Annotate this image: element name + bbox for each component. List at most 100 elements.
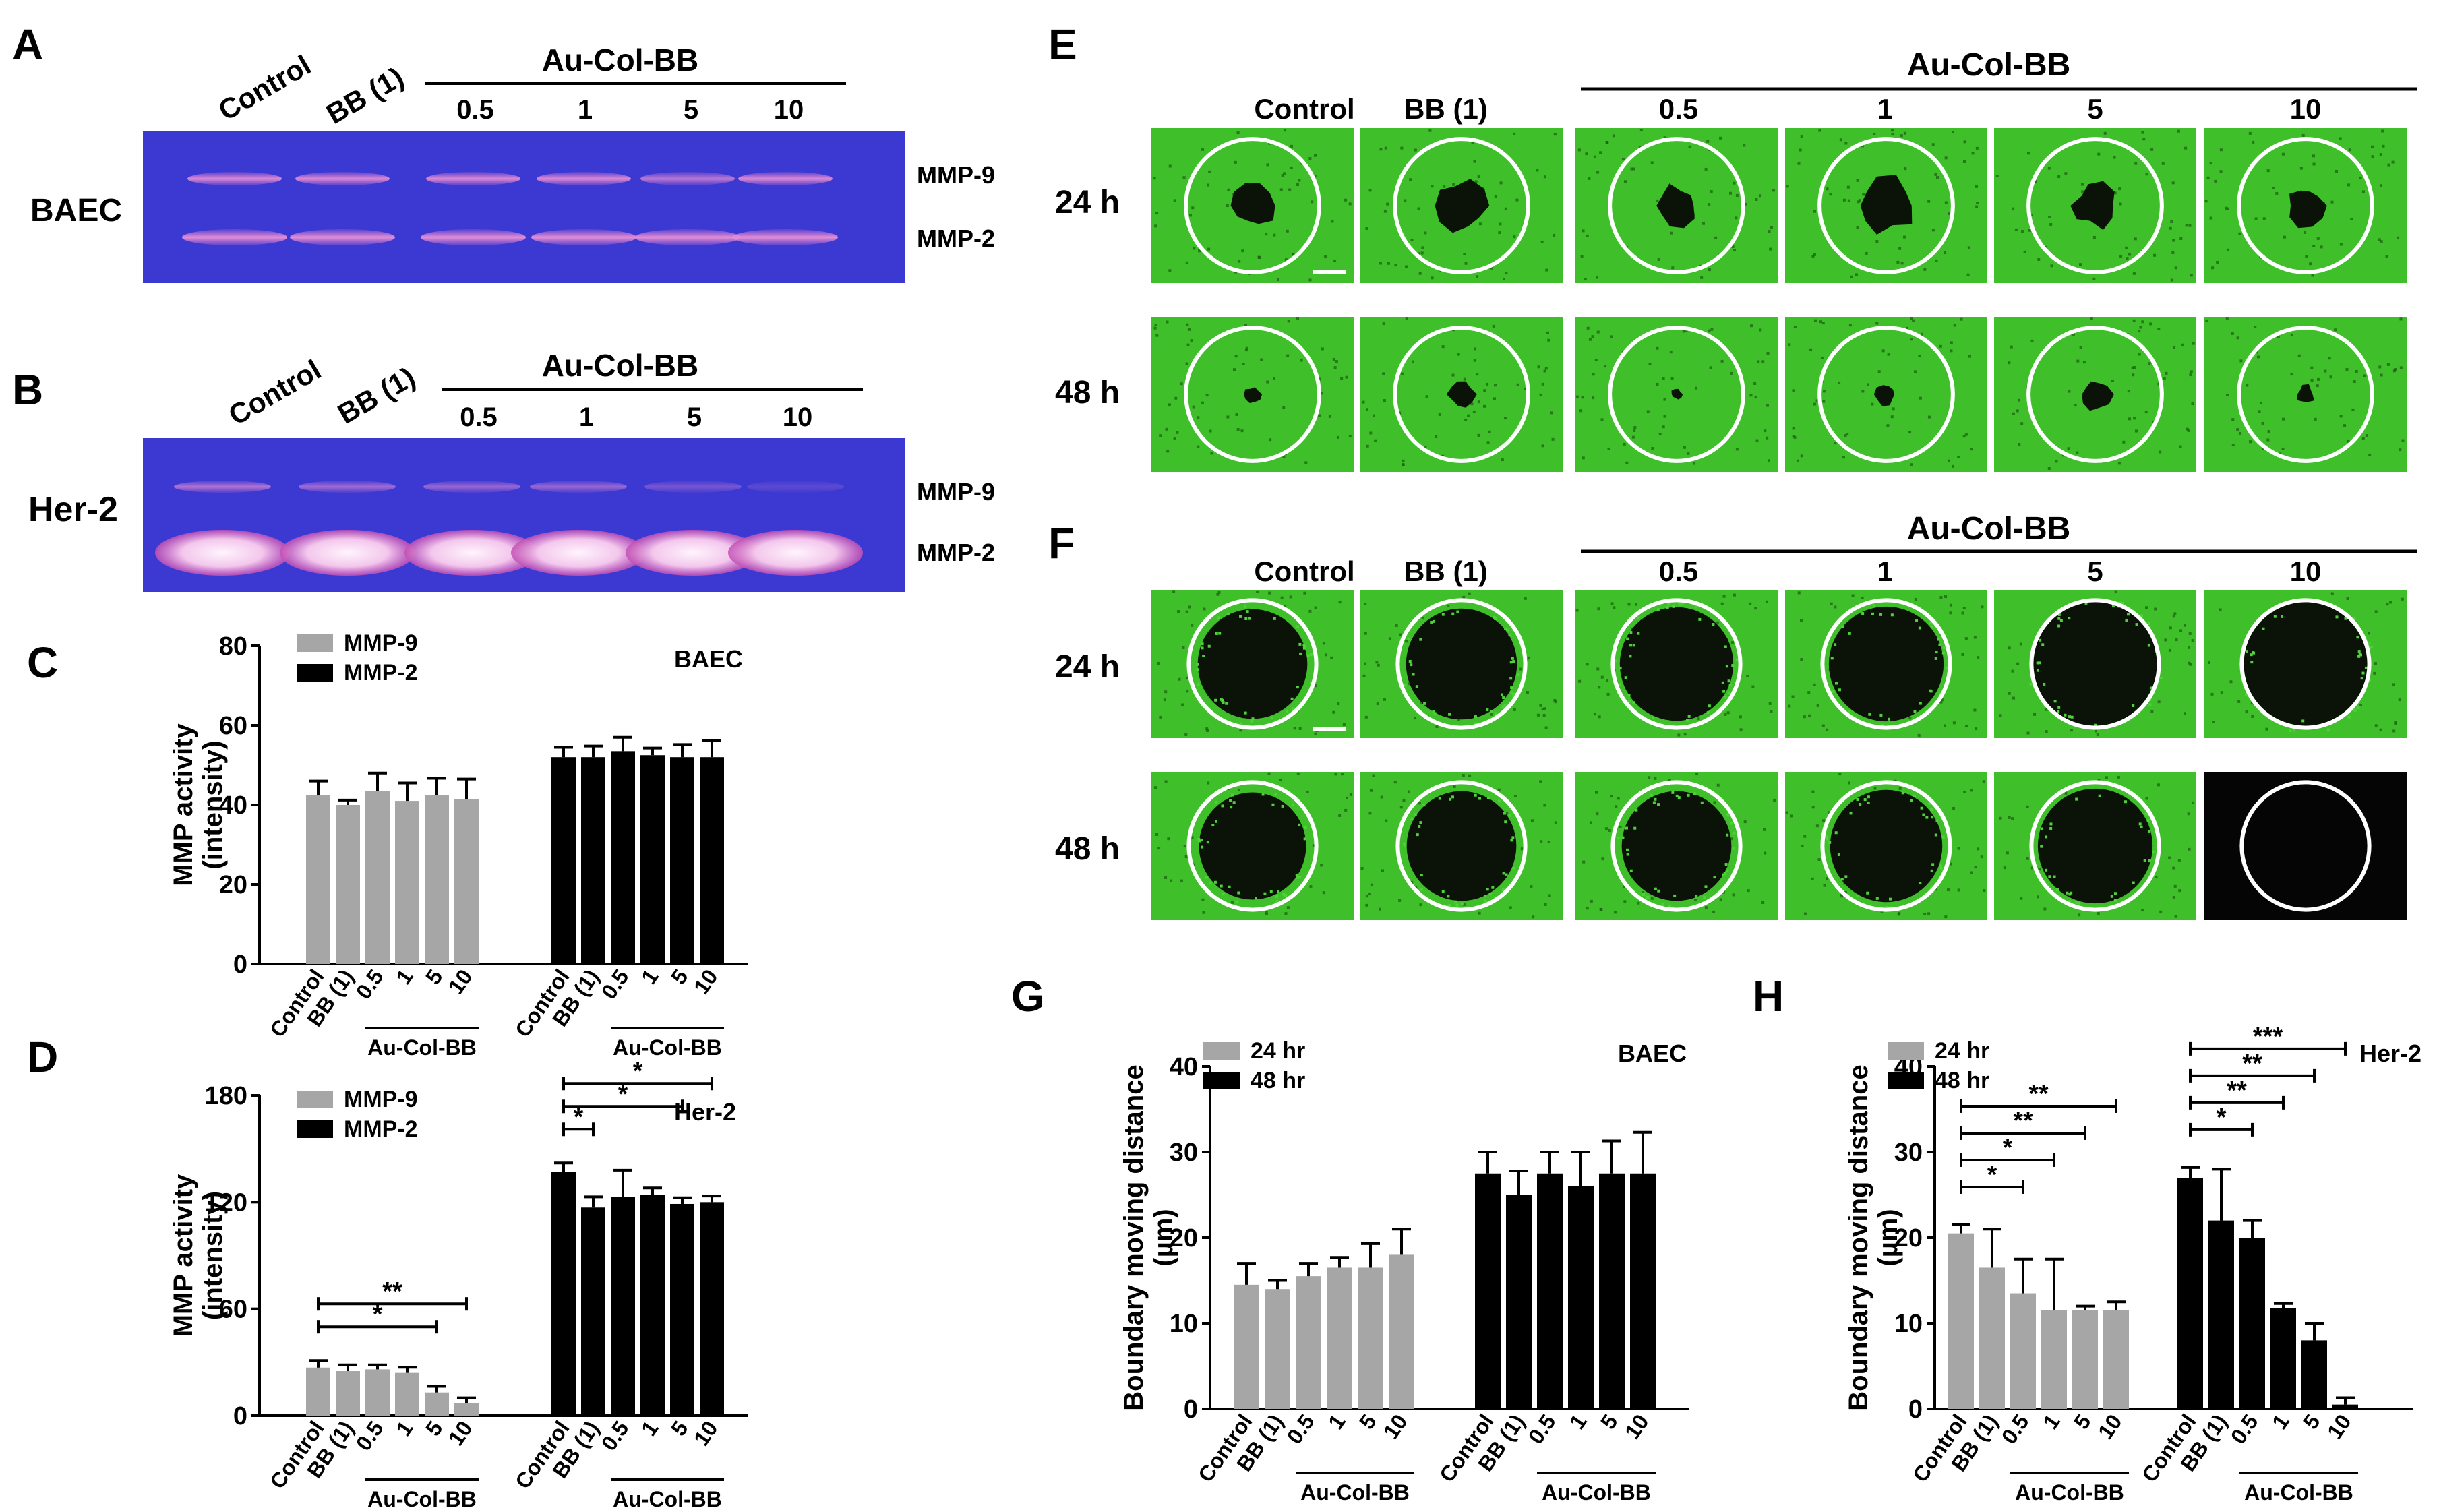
migrated-cell (1929, 622, 1933, 625)
cell-speckle (1308, 609, 1312, 613)
cell-speckle (2392, 729, 2396, 733)
cell-speckle (1182, 646, 1185, 649)
cell-speckle (2078, 263, 2082, 266)
migrated-cell (2144, 812, 2148, 816)
cell-speckle (1746, 674, 1749, 677)
cell-speckle (1181, 703, 1184, 706)
migrated-cell (1269, 890, 1273, 893)
gel-a-lane-labels: Control BB (1) (213, 49, 409, 129)
migrated-cell (1725, 665, 1728, 668)
wound-gap (2032, 601, 2158, 727)
cell-speckle (2038, 868, 2041, 871)
cell-speckle (1944, 251, 1947, 255)
cell-speckle (1586, 907, 1589, 910)
cell-speckle (1873, 133, 1876, 136)
cell-speckle (1286, 906, 1290, 909)
cell-speckle (1290, 144, 1293, 148)
legend-swatch (297, 634, 333, 652)
wound-f-col-10: 10 (2290, 555, 2322, 587)
migrated-cell (1727, 692, 1730, 695)
cell-speckle (1543, 369, 1546, 373)
migrated-cell (1913, 710, 1917, 713)
migrated-cell (2357, 650, 2361, 653)
cell-speckle (1650, 897, 1654, 900)
cell-speckle (1477, 433, 1480, 437)
migrated-cell (1240, 722, 1243, 725)
wound-f-group-label: Au-Col-BB (1907, 511, 2071, 547)
cell-speckle (1387, 262, 1390, 265)
cell-speckle (1632, 167, 1635, 171)
cell-speckle (1283, 172, 1286, 175)
migrated-cell (2281, 615, 2284, 618)
legend-label: 24 hr (1935, 1038, 1989, 1064)
migrated-cell (2149, 686, 2152, 690)
cell-speckle (2175, 638, 2178, 642)
cell-speckle (1811, 806, 1815, 809)
cell-speckle (1963, 140, 1966, 144)
x-tick-label: 10 (689, 965, 723, 998)
cell-speckle (1815, 824, 1819, 828)
migrated-cell (1485, 901, 1488, 904)
cell-speckle (2206, 176, 2210, 179)
migrated-cell (1404, 684, 1407, 687)
cell-speckle (2254, 326, 2257, 329)
cell-speckle (1344, 808, 1348, 812)
migrated-cell (2368, 678, 2371, 682)
cell-speckle (1890, 415, 1894, 419)
migrated-cell (1221, 804, 1224, 808)
cell-speckle (1417, 207, 1420, 210)
migrated-cell (1290, 697, 1294, 700)
migrated-cell (1727, 679, 1730, 683)
cell-speckle (2055, 460, 2058, 463)
cell-speckle (1708, 268, 1711, 272)
cell-speckle (2145, 606, 2148, 609)
significance-label: ** (382, 1277, 402, 1306)
cell-speckle (1952, 131, 1955, 134)
cell-speckle (1240, 429, 1244, 433)
cell-speckle (1813, 319, 1817, 322)
significance-label: * (574, 1103, 584, 1131)
cell-speckle (1425, 395, 1428, 398)
cell-speckle (1284, 605, 1287, 608)
cell-speckle (1648, 362, 1652, 365)
migrated-cell (1296, 625, 1299, 628)
cell-speckle (2188, 224, 2192, 227)
wound-tile (2204, 317, 2407, 472)
gel-a-cell-label: BAEC (30, 193, 122, 229)
gel-b-lane-05: 0.5 (460, 402, 498, 432)
y-tick-label: 10 (1894, 1310, 1923, 1338)
cell-speckle (1543, 804, 1546, 807)
cell-speckle (2219, 608, 2222, 611)
cell-speckle (1509, 906, 1512, 909)
gel-b-lane-10: 10 (783, 402, 813, 432)
wound-gap (1828, 606, 1944, 722)
cell-speckle (1648, 776, 1651, 779)
cell-speckle (1501, 458, 1504, 462)
gel-image-a (143, 131, 905, 283)
migrated-cell (1509, 661, 1513, 664)
cell-speckle (1541, 444, 1544, 448)
cell-speckle (2148, 362, 2151, 365)
cell-speckle (1530, 885, 1533, 888)
migrated-cell (2113, 892, 2117, 895)
cell-speckle (1453, 785, 1456, 788)
cell-speckle (2394, 721, 2397, 724)
cell-speckle (1368, 812, 1372, 815)
cell-speckle (1505, 812, 1509, 815)
cell-speckle (1877, 370, 1881, 373)
migrated-cell (1677, 796, 1681, 799)
cell-speckle (2173, 612, 2177, 615)
cell-speckle (1383, 698, 1386, 701)
migrated-cell (1500, 693, 1503, 696)
cell-speckle (1623, 180, 1627, 183)
migrated-cell (1724, 696, 1727, 699)
cell-speckle (1408, 682, 1411, 686)
migrated-cell (1483, 895, 1486, 898)
cell-speckle (1435, 435, 1438, 438)
migrated-cell (2084, 601, 2088, 605)
cell-speckle (2125, 246, 2128, 249)
cell-speckle (1605, 141, 1608, 144)
gel-a-lane-5: 5 (684, 95, 698, 125)
cell-speckle (2172, 615, 2175, 618)
